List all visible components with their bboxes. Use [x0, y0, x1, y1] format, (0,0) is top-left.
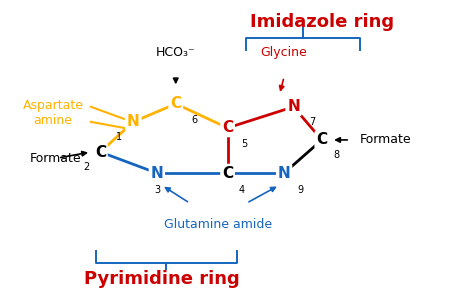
Text: Formate: Formate — [359, 133, 411, 147]
Text: 5: 5 — [241, 140, 247, 150]
Text: 6: 6 — [191, 116, 198, 125]
Text: N: N — [151, 166, 163, 181]
Text: C: C — [222, 166, 233, 181]
Text: N: N — [127, 114, 140, 130]
Text: C: C — [316, 133, 328, 147]
Text: 8: 8 — [333, 150, 339, 160]
Text: N: N — [287, 99, 300, 114]
Text: 3: 3 — [154, 185, 160, 195]
Text: Formate: Formate — [30, 151, 81, 164]
Text: C: C — [170, 96, 181, 111]
Text: 4: 4 — [238, 185, 245, 195]
Text: Imidazole ring: Imidazole ring — [250, 13, 394, 31]
Text: 1: 1 — [116, 132, 122, 142]
Text: 7: 7 — [309, 117, 316, 127]
Text: Aspartate
amine: Aspartate amine — [23, 99, 84, 127]
Text: C: C — [95, 144, 106, 160]
Text: HCO₃⁻: HCO₃⁻ — [156, 46, 196, 59]
Text: 2: 2 — [83, 162, 89, 172]
Text: Glycine: Glycine — [261, 46, 308, 59]
Text: N: N — [278, 166, 291, 181]
Text: Glutamine amide: Glutamine amide — [164, 218, 272, 231]
Text: 9: 9 — [298, 185, 304, 195]
Text: C: C — [222, 120, 233, 135]
Text: Pyrimidine ring: Pyrimidine ring — [84, 270, 239, 288]
